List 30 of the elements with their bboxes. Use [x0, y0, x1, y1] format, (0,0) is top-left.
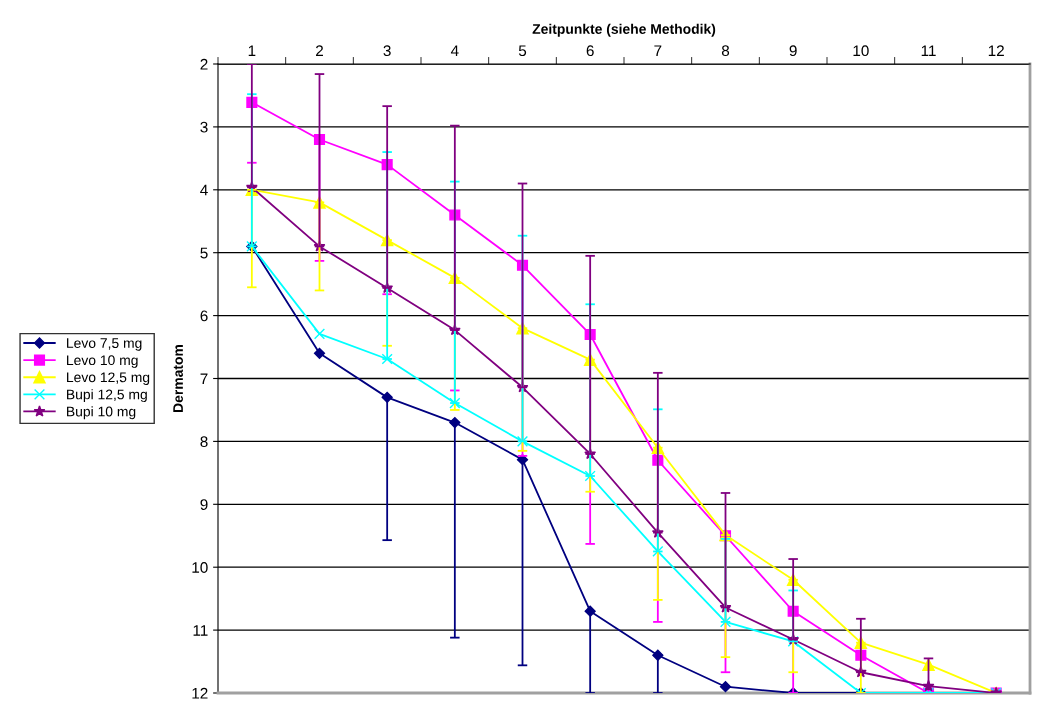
x-tick-label: 11 — [921, 45, 936, 56]
x-tick-label: 1 — [248, 45, 256, 56]
x-tick-label: 8 — [721, 45, 730, 57]
x-tick-label: 6 — [586, 45, 594, 57]
x-tick-label: 3 — [383, 45, 391, 57]
x-tick-label: 9 — [789, 45, 797, 57]
y-tick-label: 3 — [200, 121, 208, 133]
y-axis-title: Dermatom — [173, 345, 183, 412]
legend-label: Bupi 12,5 mg — [67, 389, 147, 403]
x-tick-label: 12 — [988, 45, 1004, 56]
x-tick-label: 7 — [654, 45, 662, 56]
y-tick-label: 6 — [200, 310, 208, 322]
y-tick-label: 8 — [200, 436, 208, 448]
y-tick-label: 2 — [200, 58, 208, 70]
legend-label: Levo 7,5 mg — [67, 338, 142, 351]
y-tick-label: 9 — [200, 499, 208, 510]
x-tick-label: 5 — [518, 45, 527, 57]
x-axis-title: Zeitpunkte (siehe Methodik) — [532, 23, 716, 37]
y-tick-label: 7 — [200, 373, 208, 385]
legend-label: Levo 12,5 mg — [67, 372, 150, 385]
y-tick-label: 11 — [193, 625, 208, 636]
x-tick-label: 2 — [316, 45, 323, 56]
x-tick-label: 10 — [853, 45, 869, 57]
legend-label: Levo 10 mg — [67, 355, 138, 368]
x-tick-label: 4 — [450, 45, 459, 56]
y-tick-label: 5 — [200, 247, 208, 259]
y-tick-label: 10 — [192, 562, 208, 573]
y-tick-label: 4 — [200, 184, 208, 196]
y-tick-label: 12 — [192, 687, 208, 699]
legend-label: Bupi 10 mg — [67, 406, 136, 420]
